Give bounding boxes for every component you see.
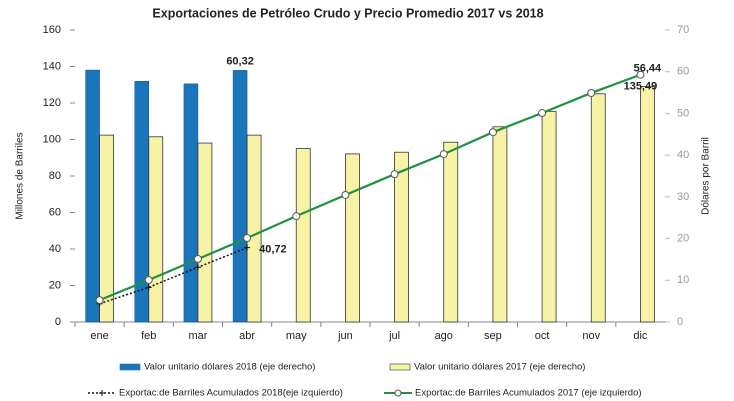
- bar: [541, 110, 557, 323]
- x-tick-label: abr: [239, 330, 255, 342]
- x-tick-label: mar: [188, 330, 207, 342]
- x-tick-label: jun: [337, 330, 353, 342]
- marker: [292, 212, 301, 221]
- x-tick-label: nov: [582, 330, 600, 342]
- y2-tick-label: 40: [677, 149, 689, 161]
- marker: [95, 296, 104, 305]
- marker: [243, 234, 252, 243]
- bar: [295, 148, 311, 323]
- data-label: 135,49: [624, 81, 658, 93]
- bar: [394, 151, 409, 323]
- data-label: 56,44: [634, 62, 662, 74]
- bar: [148, 136, 164, 323]
- marker: [390, 170, 399, 179]
- bar: [183, 83, 199, 323]
- marker: [488, 128, 497, 137]
- marker: [587, 88, 596, 97]
- legend-marker: [99, 390, 105, 396]
- bar: [99, 134, 114, 323]
- line: [99, 73, 641, 302]
- y2-tick-label: 10: [677, 274, 689, 286]
- line: [99, 246, 248, 305]
- bar: [345, 153, 360, 323]
- legend-label: Exportac.de Barriles Acumulados 2017 (ej…: [415, 388, 642, 399]
- data-label: 40,72: [259, 244, 287, 256]
- y2-tick-label: 70: [677, 24, 689, 36]
- bar: [197, 142, 213, 323]
- y-tick-label: 160: [43, 24, 61, 36]
- bar: [246, 134, 262, 323]
- marker: [144, 276, 153, 285]
- marker: [145, 284, 152, 291]
- y-tick-label: 100: [43, 133, 61, 145]
- x-tick-label: ene: [90, 330, 108, 342]
- bar: [492, 126, 508, 323]
- marker: [244, 244, 251, 251]
- chart-title: Exportaciones de Petróleo Crudo y Precio…: [152, 6, 543, 20]
- bar: [232, 70, 248, 323]
- x-tick-label: feb: [141, 330, 156, 342]
- y-tick-label: 0: [55, 316, 61, 328]
- bar: [443, 141, 459, 323]
- marker: [439, 150, 448, 159]
- legend-label: Valor unitario dólares 2018 (eje derecho…: [144, 362, 315, 373]
- bar: [85, 69, 100, 323]
- bar: [590, 93, 606, 323]
- y2-tick-label: 20: [677, 232, 689, 244]
- y-tick-label: 120: [43, 97, 61, 109]
- bar: [640, 86, 655, 323]
- y-tick-label: 80: [49, 170, 61, 182]
- y2-tick-label: 60: [677, 66, 689, 78]
- marker: [636, 70, 645, 79]
- marker: [341, 190, 350, 199]
- y-tick-label: 60: [49, 206, 61, 218]
- y-axis-title: Millones de Barriles: [15, 132, 26, 219]
- data-label: 60,32: [226, 55, 254, 67]
- y2-tick-label: 0: [677, 316, 683, 328]
- x-tick-label: oct: [535, 330, 550, 342]
- x-tick-label: sep: [484, 330, 502, 342]
- marker: [538, 109, 547, 118]
- y2-tick-label: 50: [677, 107, 689, 119]
- y-tick-label: 20: [49, 279, 61, 291]
- x-tick-label: dic: [633, 330, 648, 342]
- legend-swatch: [119, 363, 141, 371]
- x-tick-label: jul: [388, 330, 400, 342]
- x-tick-label: ago: [435, 330, 453, 342]
- y-tick-label: 40: [49, 243, 61, 255]
- legend-label: Exportac.de Barriles Acumulados 2018(eje…: [119, 388, 343, 399]
- y2-tick-label: 30: [677, 191, 689, 203]
- y2-axis-title: Dólares por Barril: [701, 137, 712, 215]
- legend-swatch: [389, 363, 411, 371]
- y-tick-label: 140: [43, 60, 61, 72]
- x-tick-label: may: [286, 330, 307, 342]
- legend-marker: [394, 389, 402, 397]
- legend-label: Valor unitario dólares 2017 (eje derecho…: [414, 362, 585, 373]
- marker: [193, 255, 202, 264]
- marker: [194, 264, 201, 271]
